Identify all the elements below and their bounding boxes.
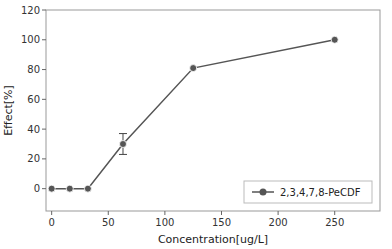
y-tick-label: 80 xyxy=(27,64,40,75)
y-tick-label: 0 xyxy=(34,183,40,194)
x-axis-label: Concentration[ug/L] xyxy=(158,233,268,246)
chart: 0 50 100 150 200 250 0 20 40 60 80 100 120 Concentrat… xyxy=(0,0,392,249)
y-tick xyxy=(42,39,46,40)
y-tick xyxy=(42,188,46,189)
x-tick-label: 150 xyxy=(212,217,231,228)
x-tick-label: 100 xyxy=(155,217,174,228)
x-tick xyxy=(278,211,279,215)
y-tick xyxy=(42,99,46,100)
y-tick-label: 100 xyxy=(21,34,40,45)
x-tick xyxy=(51,211,52,215)
error-bar xyxy=(119,134,127,155)
legend-box xyxy=(244,181,372,203)
y-axis-label: Effect[%] xyxy=(2,85,15,136)
data-point xyxy=(66,185,73,192)
plot-area xyxy=(48,36,338,192)
x-tick-label: 50 xyxy=(102,217,115,228)
series-line xyxy=(52,40,335,189)
x-tick-label: 250 xyxy=(325,217,344,228)
y-tick xyxy=(42,69,46,70)
y-tick-label: 40 xyxy=(27,124,40,135)
x-tick xyxy=(164,211,165,215)
y-tick-label: 120 xyxy=(21,5,40,16)
y-tick xyxy=(42,158,46,159)
data-point xyxy=(119,141,126,148)
data-point xyxy=(190,65,197,72)
plot-frame xyxy=(46,10,380,211)
data-point xyxy=(331,36,338,43)
x-tick xyxy=(334,211,335,215)
x-tick-label: 0 xyxy=(48,217,54,228)
x-tick xyxy=(221,211,222,215)
data-point xyxy=(84,185,91,192)
data-point xyxy=(48,185,55,192)
legend-label: 2,3,4,7,8-PeCDF xyxy=(280,187,361,198)
error-cap xyxy=(119,154,127,155)
legend: 2,3,4,7,8-PeCDF xyxy=(244,181,372,203)
y-tick xyxy=(42,129,46,130)
y-tick-label: 20 xyxy=(27,153,40,164)
x-tick-label: 200 xyxy=(269,217,288,228)
x-tick xyxy=(108,211,109,215)
legend-marker xyxy=(260,189,267,196)
y-tick xyxy=(42,10,46,11)
error-cap xyxy=(119,133,127,134)
y-tick-label: 60 xyxy=(27,94,40,105)
